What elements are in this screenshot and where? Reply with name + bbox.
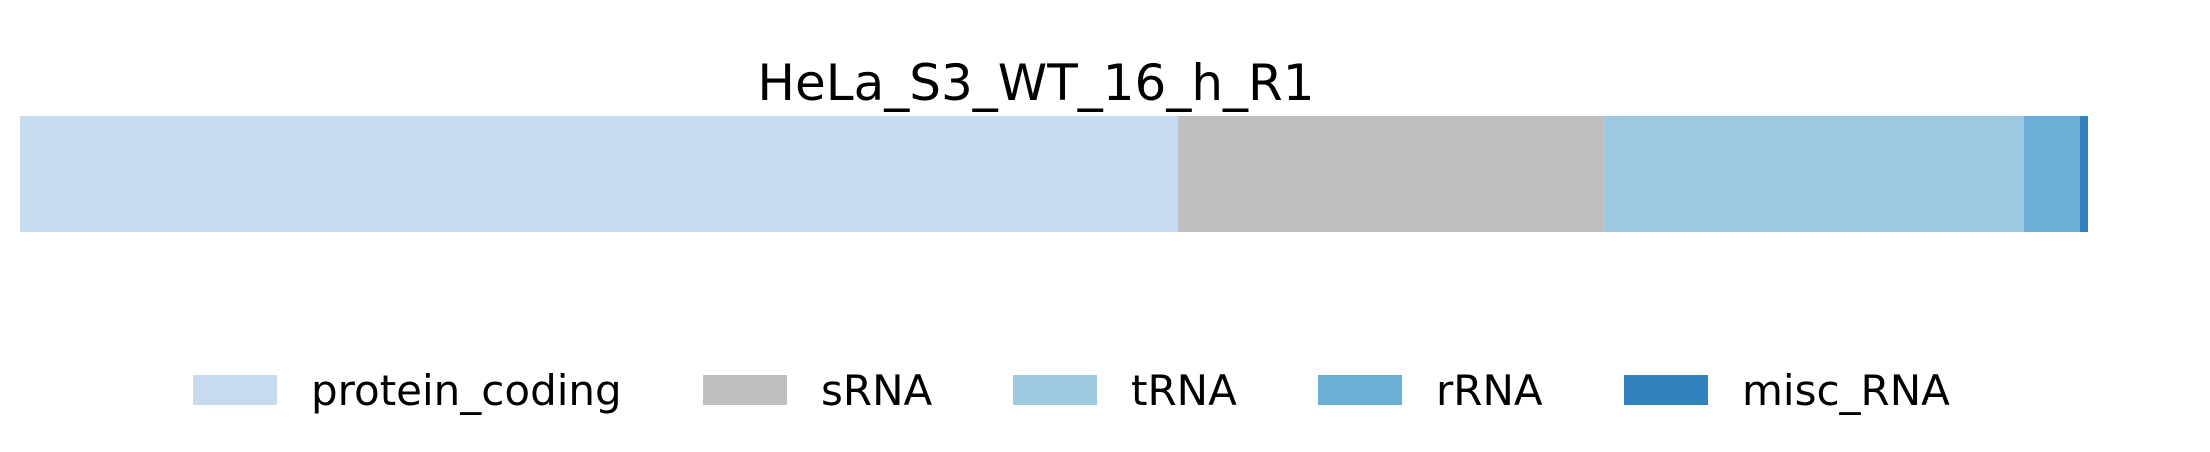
legend-label-srna: sRNA <box>821 366 932 415</box>
bar-segment-protein-coding <box>20 116 1179 232</box>
legend-label-misc-rna: misc_RNA <box>1742 366 1950 415</box>
bar-segment-trna <box>1604 116 2024 232</box>
legend-swatch-trna <box>1013 375 1097 405</box>
legend-label-trna: tRNA <box>1131 366 1237 415</box>
legend-label-rrna: rRNA <box>1436 366 1543 415</box>
legend-swatch-protein-coding <box>193 375 277 405</box>
legend: protein_coding sRNA tRNA rRNA misc_RNA <box>193 366 1950 415</box>
bar-segment-misc-rna <box>2079 116 2088 232</box>
legend-swatch-misc-rna <box>1624 375 1708 405</box>
bar-segment-srna <box>1178 116 1605 232</box>
legend-swatch-srna <box>703 375 787 405</box>
chart-title: HeLa_S3_WT_16_h_R1 <box>757 54 1314 112</box>
bar-segment-rrna <box>2023 116 2080 232</box>
legend-label-protein-coding: protein_coding <box>311 366 622 415</box>
stacked-bar <box>20 116 2088 232</box>
legend-swatch-rrna <box>1318 375 1402 405</box>
